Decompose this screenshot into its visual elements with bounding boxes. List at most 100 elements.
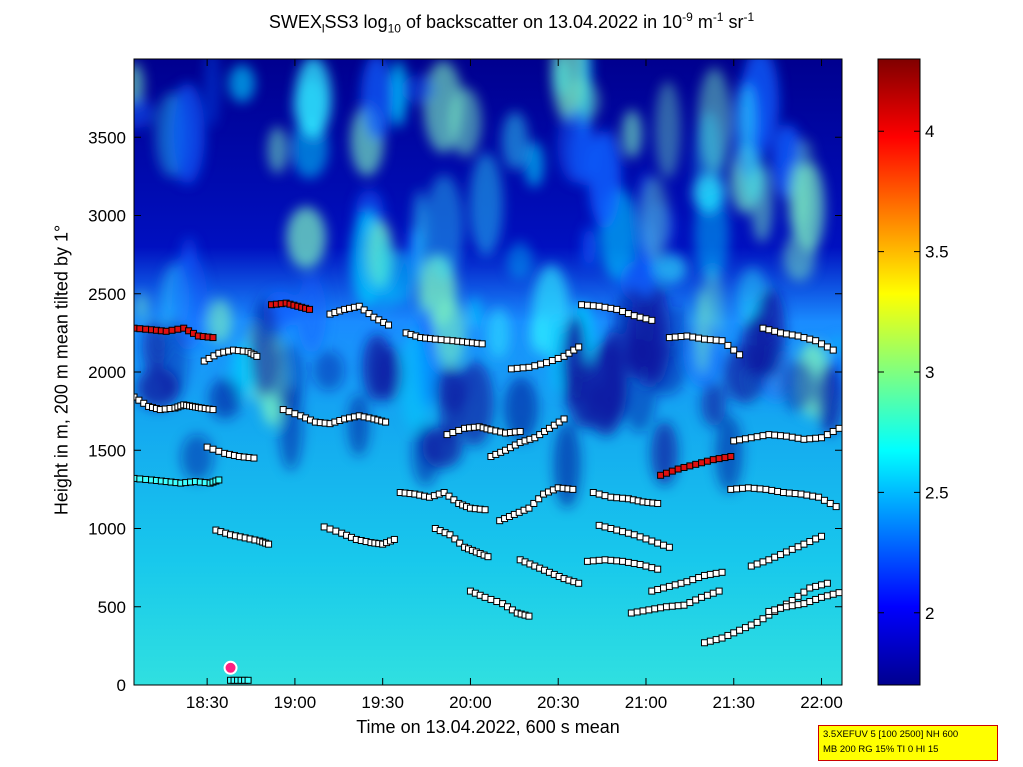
layer-marker bbox=[624, 558, 632, 566]
layer-marker bbox=[209, 406, 217, 414]
layer-marker bbox=[771, 553, 779, 561]
x-tick-label: 21:00 bbox=[625, 693, 668, 712]
layer-marker bbox=[265, 540, 273, 548]
layer-marker bbox=[809, 492, 817, 500]
layer-marker bbox=[777, 329, 785, 337]
layer-marker bbox=[639, 607, 647, 615]
x-tick-label: 22:00 bbox=[800, 693, 843, 712]
processing-info-box: 3.5XEFUV 5 [100 2500] NH 600 MB 200 RG 1… bbox=[818, 725, 998, 761]
heatmap-blob bbox=[621, 109, 643, 159]
heatmap-blob bbox=[424, 174, 464, 281]
layer-marker bbox=[829, 346, 837, 354]
layer-marker bbox=[759, 324, 767, 332]
layer-marker bbox=[607, 304, 615, 312]
layer-marker bbox=[800, 334, 808, 342]
layer-marker bbox=[665, 334, 673, 342]
x-axis-label: Time on 13.04.2022, 600 s mean bbox=[356, 717, 620, 737]
layer-marker bbox=[665, 543, 673, 551]
heatmap-blob bbox=[653, 253, 687, 284]
layer-marker bbox=[736, 436, 744, 444]
layer-marker bbox=[823, 579, 831, 587]
layer-marker bbox=[765, 431, 773, 439]
layer-marker bbox=[624, 529, 632, 537]
layer-marker bbox=[823, 343, 831, 351]
layer-marker bbox=[320, 523, 328, 531]
layer-marker bbox=[794, 434, 802, 442]
layer-marker bbox=[812, 595, 820, 603]
layer-marker bbox=[455, 426, 463, 434]
layer-marker bbox=[607, 493, 615, 501]
colorbar-tick-label: 3 bbox=[925, 363, 934, 382]
heatmap-blob bbox=[469, 152, 503, 257]
layer-marker bbox=[142, 475, 150, 483]
heatmap-dark-blob bbox=[553, 422, 581, 508]
title-unit-sr: sr bbox=[723, 12, 744, 32]
layer-marker bbox=[601, 556, 609, 564]
layer-marker bbox=[642, 562, 650, 570]
layer-marker bbox=[507, 365, 515, 373]
layer-marker bbox=[695, 574, 703, 582]
layer-marker bbox=[613, 494, 621, 502]
layer-marker bbox=[627, 609, 635, 617]
layer-marker bbox=[365, 310, 373, 318]
layer-marker bbox=[765, 556, 773, 564]
heatmap-blob bbox=[486, 307, 511, 359]
layer-marker bbox=[712, 569, 720, 577]
layer-marker bbox=[569, 485, 577, 493]
layer-marker bbox=[554, 354, 562, 362]
detected-layers bbox=[134, 299, 842, 684]
layer-marker bbox=[712, 636, 720, 644]
layer-marker bbox=[215, 476, 223, 484]
title-sup-2: -1 bbox=[712, 10, 724, 24]
layer-marker bbox=[686, 599, 694, 607]
layer-marker bbox=[450, 496, 458, 504]
title-sub-1: l bbox=[321, 21, 325, 36]
heatmap-blob bbox=[204, 59, 220, 128]
layer-marker bbox=[636, 313, 644, 321]
layer-marker bbox=[794, 543, 802, 551]
layer-marker bbox=[624, 310, 632, 318]
layer-marker bbox=[703, 591, 711, 599]
layer-marker bbox=[671, 333, 679, 341]
layer-marker bbox=[835, 589, 842, 597]
layer-marker bbox=[209, 334, 217, 342]
y-tick-label: 1000 bbox=[88, 520, 126, 539]
colorbar-tick-label: 3.5 bbox=[925, 243, 949, 262]
layer-marker bbox=[601, 303, 609, 311]
layer-marker bbox=[692, 460, 700, 468]
heatmap-blob bbox=[169, 83, 205, 185]
heatmap-blob bbox=[529, 315, 548, 354]
layer-marker bbox=[619, 494, 627, 502]
layer-marker bbox=[692, 596, 700, 604]
layer-marker bbox=[812, 434, 820, 442]
layer-marker bbox=[753, 618, 761, 626]
layer-marker bbox=[203, 443, 211, 451]
layer-marker bbox=[674, 465, 682, 473]
heatmap-blob bbox=[399, 330, 431, 431]
x-tick-label: 20:30 bbox=[537, 693, 580, 712]
heatmap-blob bbox=[134, 291, 149, 321]
x-axis: 18:30 19:00 19:30 20:00 20:30 21:00 21:30 22:00 bbox=[186, 59, 843, 712]
layer-marker bbox=[829, 590, 837, 598]
layer-marker bbox=[730, 437, 738, 445]
colorbar-tick-label: 2.5 bbox=[925, 483, 949, 502]
layer-marker bbox=[493, 598, 501, 606]
layer-marker bbox=[721, 454, 729, 462]
heatmap-texture bbox=[134, 59, 842, 508]
layer-marker bbox=[642, 315, 650, 323]
layer-marker bbox=[575, 579, 583, 587]
layer-marker bbox=[575, 343, 583, 351]
layer-marker bbox=[677, 579, 685, 587]
colorbar-tick-label: 4 bbox=[925, 122, 934, 141]
title-sup-1: -9 bbox=[682, 10, 693, 24]
layer-marker bbox=[630, 531, 638, 539]
x-tick-label: 19:00 bbox=[274, 693, 317, 712]
heatmap-blob bbox=[695, 288, 710, 375]
layer-marker bbox=[630, 559, 638, 567]
heatmap-blob bbox=[582, 226, 596, 269]
layer-marker bbox=[636, 533, 644, 541]
layer-marker bbox=[782, 330, 790, 338]
heatmap-blob bbox=[694, 111, 723, 216]
layer-marker bbox=[806, 584, 814, 592]
heatmap-blob bbox=[741, 148, 765, 204]
